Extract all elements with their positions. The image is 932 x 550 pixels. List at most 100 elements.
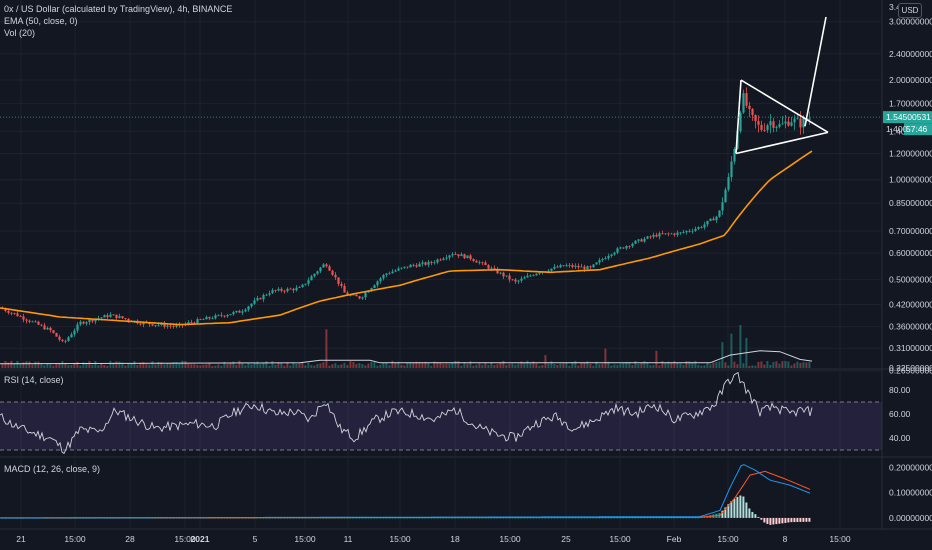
candle-body bbox=[433, 262, 436, 264]
candle-body bbox=[376, 281, 379, 286]
macd-legend[interactable]: MACD (12, 26, close, 9) bbox=[4, 464, 101, 474]
macd-hist-bar bbox=[517, 517, 520, 519]
volume-bar bbox=[268, 365, 271, 368]
time-tick-label: 25 bbox=[561, 534, 571, 544]
volume-bar bbox=[598, 364, 601, 368]
time-tick-label: 2021 bbox=[191, 534, 210, 544]
macd-hist-bar bbox=[571, 517, 574, 519]
volume-bar bbox=[736, 364, 739, 368]
macd-hist-bar bbox=[673, 517, 676, 519]
volume-bar bbox=[145, 364, 148, 368]
macd-hist-bar bbox=[256, 517, 259, 519]
volume-bar bbox=[520, 361, 523, 368]
candle-body bbox=[397, 268, 400, 271]
candle-body bbox=[595, 262, 598, 265]
candle-body bbox=[484, 262, 487, 266]
symbol-title[interactable]: 0x / US Dollar (calculated by TradingVie… bbox=[4, 4, 233, 14]
candle-body bbox=[598, 260, 601, 263]
volume-bar bbox=[118, 361, 121, 368]
rsi-line bbox=[0, 371, 813, 455]
candle-body bbox=[127, 318, 130, 321]
macd-hist-bar bbox=[367, 517, 370, 519]
macd-hist-bar bbox=[421, 517, 424, 519]
candle-body bbox=[757, 121, 760, 125]
volume-bar bbox=[802, 362, 805, 368]
candle-body bbox=[361, 297, 364, 299]
ema-legend[interactable]: EMA (50, close, 0) bbox=[4, 16, 78, 26]
volume-bar bbox=[538, 365, 541, 368]
macd-hist-bar bbox=[511, 517, 514, 519]
volume-bar bbox=[82, 362, 85, 368]
candle-body bbox=[589, 266, 592, 268]
volume-bars bbox=[1, 325, 811, 368]
candle-body bbox=[703, 224, 706, 228]
volume-bar bbox=[49, 364, 52, 368]
macd-hist-bar bbox=[385, 517, 388, 519]
volume-bar bbox=[346, 365, 349, 368]
candle-body bbox=[85, 322, 88, 324]
candle-body bbox=[523, 277, 526, 279]
candle-body bbox=[4, 308, 7, 311]
macd-hist-bar bbox=[649, 517, 652, 519]
candle-body bbox=[535, 273, 538, 276]
volume-bar bbox=[427, 362, 430, 368]
candle-body bbox=[199, 319, 202, 320]
macd-hist-bar bbox=[781, 517, 784, 524]
volume-bar bbox=[577, 365, 580, 368]
candle-body bbox=[193, 322, 196, 324]
macd-hist-bar bbox=[757, 516, 760, 518]
volume-bar bbox=[382, 362, 385, 368]
candle-body bbox=[505, 275, 508, 277]
candle-body bbox=[373, 285, 376, 288]
candle-body bbox=[364, 292, 367, 298]
volume-bar bbox=[796, 361, 799, 368]
candle-body bbox=[667, 233, 670, 235]
macd-hist-bar bbox=[370, 517, 373, 519]
candle-body bbox=[100, 317, 103, 319]
candle-body bbox=[460, 254, 463, 257]
volume-bar bbox=[712, 362, 715, 368]
candle-body bbox=[712, 218, 715, 221]
candle-body bbox=[163, 323, 166, 327]
candle-body bbox=[415, 265, 418, 267]
candle-body bbox=[43, 325, 46, 330]
candle-body bbox=[103, 315, 106, 318]
candle-body bbox=[241, 311, 244, 313]
currency-badge[interactable]: USD bbox=[898, 3, 922, 18]
volume-bar bbox=[370, 362, 373, 368]
candle-body bbox=[643, 238, 646, 242]
volume-bar bbox=[412, 362, 415, 368]
macd-hist-bar bbox=[400, 517, 403, 519]
candle-body bbox=[385, 273, 388, 275]
macd-hist-bar bbox=[604, 517, 607, 519]
volume-legend[interactable]: Vol (20) bbox=[4, 28, 36, 38]
volume-bar bbox=[514, 364, 517, 368]
volume-bar bbox=[292, 362, 295, 368]
candle-body bbox=[139, 323, 142, 325]
volume-bar bbox=[61, 361, 64, 368]
candle-body bbox=[727, 177, 730, 190]
rsi-legend[interactable]: RSI (14, close) bbox=[4, 375, 64, 385]
macd-hist-bar bbox=[406, 517, 409, 519]
volume-bar bbox=[220, 365, 223, 368]
rsi-band bbox=[0, 402, 882, 450]
candle-body bbox=[76, 324, 79, 331]
volume-bar bbox=[790, 365, 793, 368]
candle-body bbox=[208, 316, 211, 319]
candle-body bbox=[235, 310, 238, 313]
volume-bar bbox=[79, 365, 82, 368]
volume-bar bbox=[283, 365, 286, 368]
macd-hist-bar bbox=[490, 517, 493, 519]
macd-hist-bar bbox=[355, 517, 358, 519]
volume-bar bbox=[229, 362, 232, 368]
candle-body bbox=[121, 316, 124, 319]
volume-bar bbox=[319, 363, 322, 368]
macd-hist-bar bbox=[601, 517, 604, 519]
rsi-tick-label: 40.00 bbox=[889, 433, 911, 443]
candle-body bbox=[517, 280, 520, 282]
macd-hist-bar bbox=[580, 517, 583, 519]
candle-body bbox=[658, 233, 661, 237]
candle-body bbox=[22, 316, 25, 320]
macd-tick-label: 0.00000000 bbox=[889, 513, 932, 523]
